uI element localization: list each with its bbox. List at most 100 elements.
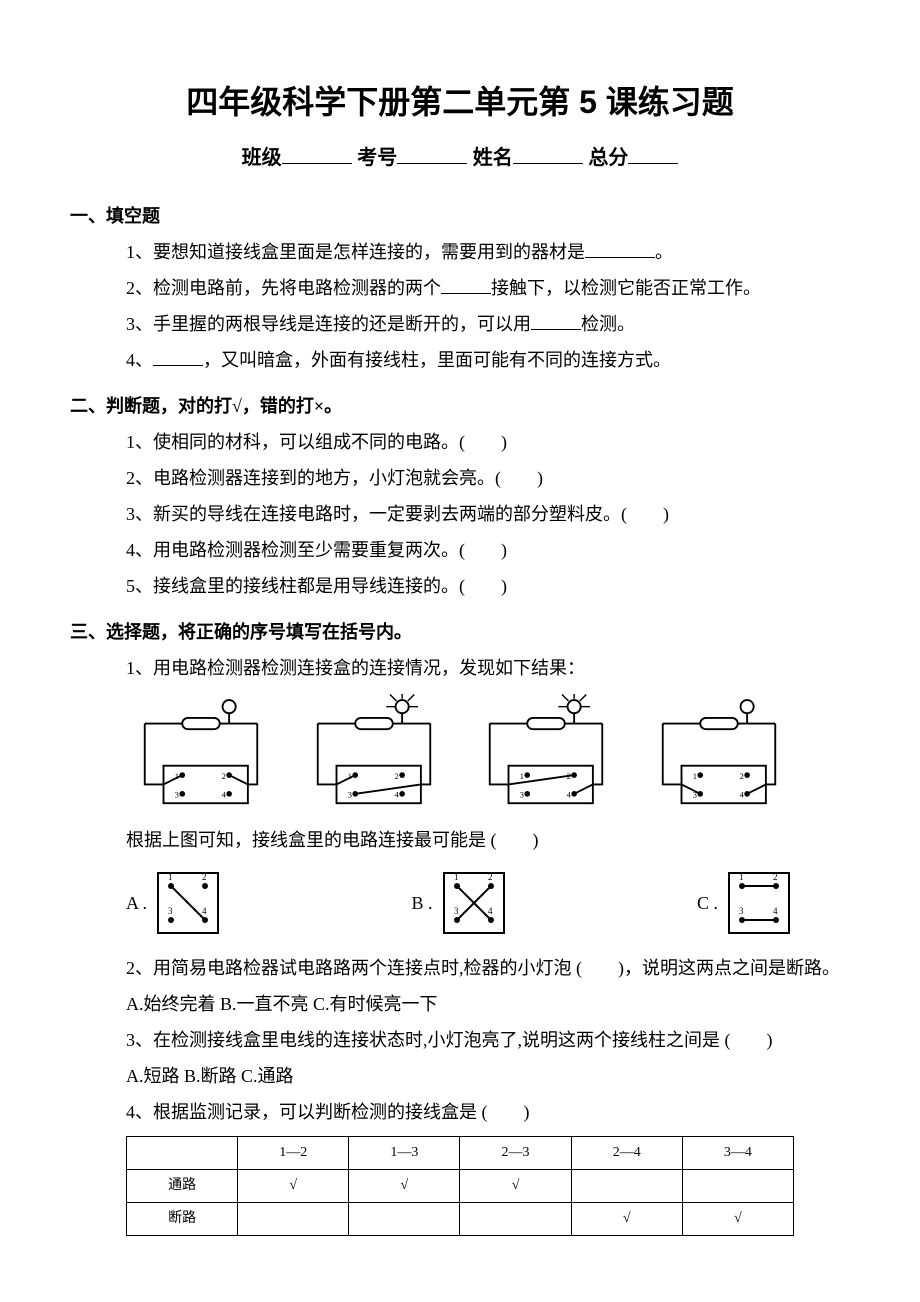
fill-q3b: 检测。 [581,314,635,334]
table-header: 2—4 [571,1137,682,1170]
fill-q2: 2、检测电路前，先将电路检测器的两个 接触下，以检测它能否正常工作。 [126,270,850,306]
fill-q3a: 3、手里握的两根导线是连接的还是断开的，可以用 [126,314,531,334]
option-label-A: A . [126,885,147,921]
svg-text:3: 3 [454,906,459,916]
choice-q2-opts: A.始终完着 B.一直不亮 C.有时候亮一下 [126,986,850,1022]
fill-q4-blank[interactable] [153,345,203,366]
choice-q3-opts: A.短路 B.断路 C.通路 [126,1058,850,1094]
svg-text:3: 3 [175,790,179,800]
option-diagram-row: A . 1 2 3 4 B . 1 2 3 4 C . 1 2 3 4 [126,868,794,938]
table-cell: √ [238,1170,349,1203]
option-label-C: C . [697,885,718,921]
section-judge-heading: 二、判断题，对的打√，错的打×。 [70,388,850,424]
table-cell: √ [349,1170,460,1203]
result-table: 1—21—32—32—43—4通路√√√断路√√ [126,1136,794,1236]
option-C: C . 1 2 3 4 [697,868,794,938]
option-box-A: 1 2 3 4 [153,868,223,938]
page-title: 四年级科学下册第二单元第 5 课练习题 [70,70,850,134]
table-cell [571,1170,682,1203]
section-choice-heading: 三、选择题，将正确的序号填写在括号内。 [70,614,850,650]
svg-text:2: 2 [222,771,226,781]
table-cell: √ [571,1203,682,1236]
fill-q4a: 4、 [126,350,153,370]
class-blank[interactable] [282,141,352,164]
svg-text:4: 4 [740,790,745,800]
table-row-label: 通路 [127,1170,238,1203]
name-label: 姓名 [473,147,513,169]
table-cell [238,1203,349,1236]
table-header: 2—3 [460,1137,571,1170]
svg-text:1: 1 [168,872,173,882]
table-row: 通路√√√ [127,1170,794,1203]
judge-q1: 1、使相同的材科，可以组成不同的电路。( ) [126,424,850,460]
fill-q4b: ，又叫暗盒，外面有接线柱，里面可能有不同的连接方式。 [203,350,671,370]
circuit-diagram-1: 1234 [126,694,276,814]
judge-q5: 5、接线盒里的接线柱都是用导线连接的。( ) [126,568,850,604]
judge-q2: 2、电路检测器连接到的地方，小灯泡就会亮。( ) [126,460,850,496]
table-header [127,1137,238,1170]
circuit-diagram-4: 1234 [644,694,794,814]
table-row: 断路 √√ [127,1203,794,1236]
svg-text:4: 4 [222,790,227,800]
fill-q1-text: 1、要想知道接线盒里面是怎样连接的，需要用到的器材是 [126,242,585,262]
fill-q1-blank[interactable] [585,237,655,258]
table-cell [682,1170,793,1203]
svg-text:1: 1 [739,872,744,882]
svg-text:1: 1 [693,771,697,781]
table-row-label: 断路 [127,1203,238,1236]
table-cell [349,1203,460,1236]
name-blank[interactable] [513,141,583,164]
option-box-C: 1 2 3 4 [724,868,794,938]
table-cell: √ [682,1203,793,1236]
fill-q2b: 接触下，以检测它能否正常工作。 [491,278,761,298]
fill-q3-blank[interactable] [531,309,581,330]
fill-q2-blank[interactable] [441,273,491,294]
table-header: 3—4 [682,1137,793,1170]
svg-text:3: 3 [347,790,351,800]
info-row: 班级 考号 姓名 总分 [70,138,850,178]
choice-q4: 4、根据监测记录，可以判断检测的接线盒是 ( ) [126,1094,850,1130]
option-A: A . 1 2 3 4 [126,868,223,938]
fill-q1: 1、要想知道接线盒里面是怎样连接的，需要用到的器材是 。 [126,234,850,270]
svg-text:2: 2 [773,872,778,882]
fill-q1-end: 。 [655,242,673,262]
judge-q3: 3、新买的导线在连接电路时，一定要剥去两端的部分塑料皮。( ) [126,496,850,532]
total-label: 总分 [588,147,628,169]
svg-text:3: 3 [520,790,524,800]
svg-text:4: 4 [488,906,493,916]
choice-q1: 1、用电路检测器检测连接盒的连接情况，发现如下结果： [126,650,850,686]
examno-label: 考号 [357,147,397,169]
table-cell: √ [460,1170,571,1203]
section-fill-heading: 一、填空题 [70,198,850,234]
svg-text:1: 1 [454,872,459,882]
class-label: 班级 [242,147,282,169]
svg-text:3: 3 [168,906,173,916]
circuit-diagram-row: 1234123412341234 [126,694,794,814]
svg-text:3: 3 [739,906,744,916]
svg-text:4: 4 [202,906,207,916]
option-label-B: B . [411,885,432,921]
table-cell [460,1203,571,1236]
svg-text:4: 4 [394,790,399,800]
choice-q3: 3、在检测接线盒里电线的连接状态时,小灯泡亮了,说明这两个接线柱之间是 ( ) [126,1022,850,1058]
table-header: 1—3 [349,1137,460,1170]
circuit-diagram-3: 1234 [471,694,621,814]
option-B: B . 1 2 3 4 [411,868,508,938]
svg-text:2: 2 [394,771,398,781]
option-box-B: 1 2 3 4 [439,868,509,938]
table-header: 1—2 [238,1137,349,1170]
svg-text:4: 4 [567,790,572,800]
examno-blank[interactable] [397,141,467,164]
svg-text:4: 4 [773,906,778,916]
choice-q1-post: 根据上图可知，接线盒里的电路连接最可能是 ( ) [126,822,850,858]
judge-q4: 4、用电路检测器检测至少需要重复两次。( ) [126,532,850,568]
fill-q2a: 2、检测电路前，先将电路检测器的两个 [126,278,441,298]
fill-q4: 4、 ，又叫暗盒，外面有接线柱，里面可能有不同的连接方式。 [126,342,850,378]
svg-text:2: 2 [740,771,744,781]
svg-text:1: 1 [520,771,524,781]
total-blank[interactable] [628,141,678,164]
fill-q3: 3、手里握的两根导线是连接的还是断开的，可以用 检测。 [126,306,850,342]
circuit-diagram-2: 1234 [299,694,449,814]
svg-text:2: 2 [488,872,493,882]
svg-text:2: 2 [202,872,207,882]
